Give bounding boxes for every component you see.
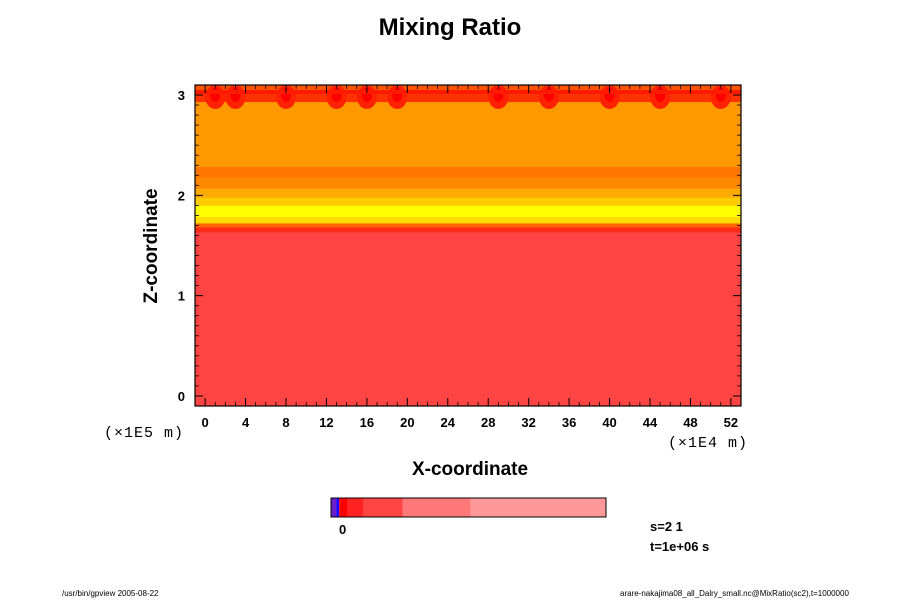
y-axis-unit: (×1E5 m) xyxy=(104,425,185,442)
x-tick-label-9: 36 xyxy=(562,415,576,430)
x-tick-label-7: 28 xyxy=(481,415,495,430)
contour-band-7 xyxy=(195,177,741,189)
y-tick-label-2: 2 xyxy=(178,188,185,203)
time-info: t=1e+06 s xyxy=(650,539,710,554)
contour-band-2 xyxy=(195,223,741,228)
footer-source: arare-nakajima08_all_Dalry_small.nc@MixR… xyxy=(620,589,849,598)
contour-band-11 xyxy=(195,85,741,94)
x-tick-label-5: 20 xyxy=(400,415,414,430)
y-axis-title: Z-coordinate xyxy=(141,188,162,304)
x-tick-label-1: 4 xyxy=(242,415,250,430)
x-tick-label-13: 52 xyxy=(724,415,738,430)
contour-band-1 xyxy=(195,227,741,233)
colorbar-segment-2 xyxy=(339,498,348,517)
x-tick-label-3: 12 xyxy=(319,415,333,430)
y-tick-label-0: 0 xyxy=(178,389,185,404)
x-tick-label-2: 8 xyxy=(282,415,289,430)
x-tick-label-4: 16 xyxy=(360,415,374,430)
x-tick-label-10: 40 xyxy=(602,415,616,430)
contour-band-10 xyxy=(195,93,741,103)
colorbar xyxy=(330,497,607,518)
contour-band-6 xyxy=(195,188,741,198)
x-tick-label-0: 0 xyxy=(201,415,208,430)
colorbar-segment-3 xyxy=(347,498,364,517)
colorbar-segment-1 xyxy=(336,498,340,517)
colorbar-segment-0 xyxy=(331,498,337,517)
contour-band-4 xyxy=(195,205,741,218)
x-tick-label-11: 44 xyxy=(643,415,658,430)
contour-band-8 xyxy=(195,167,741,178)
footer-command: /usr/bin/gpview 2005-08-22 xyxy=(62,589,159,598)
x-axis-unit: (×1E4 m) xyxy=(668,435,749,452)
x-axis-title: X-coordinate xyxy=(411,459,529,480)
slice-info: s=2 1 xyxy=(650,519,683,534)
colorbar-segment-4 xyxy=(363,498,403,517)
contour-band-5 xyxy=(195,197,741,206)
contour-band-3 xyxy=(195,217,741,224)
colorbar-segment-5 xyxy=(402,498,471,517)
colorbar-zero-label: 0 xyxy=(339,522,347,537)
chart-title: Mixing Ratio xyxy=(378,14,522,41)
contour-band-0 xyxy=(195,232,741,406)
colorbar-segment-6 xyxy=(470,498,606,517)
axis-ticks xyxy=(194,84,742,407)
y-tick-label-1: 1 xyxy=(178,289,185,304)
top-boundary-strip xyxy=(195,90,741,95)
top-cells xyxy=(195,85,741,110)
colorbar-frame xyxy=(330,497,607,518)
x-tick-label-12: 48 xyxy=(683,415,697,430)
x-tick-label-8: 32 xyxy=(521,415,535,430)
x-tick-label-6: 24 xyxy=(441,415,456,430)
contour-band-9 xyxy=(195,102,741,168)
y-tick-label-3: 3 xyxy=(178,88,185,103)
contour-bands xyxy=(195,85,741,406)
